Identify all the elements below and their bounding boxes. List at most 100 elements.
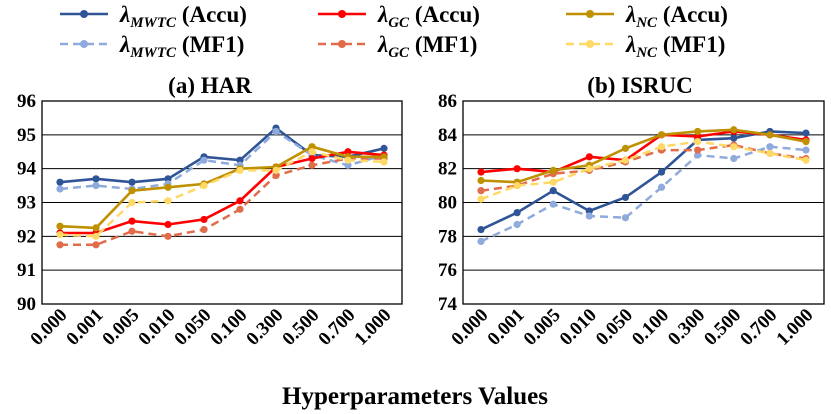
point-isruc-nc-mf1-0.300	[694, 138, 702, 146]
x-tick-isruc-0.500: 0.500	[700, 305, 745, 350]
point-har-mwtc-mf1-0.000	[56, 185, 64, 193]
point-isruc-nc-mf1-0.500	[730, 143, 738, 151]
point-har-mwtc-accu-1.000	[380, 144, 388, 152]
point-har-mwtc-accu-0.000	[56, 178, 64, 186]
legend: λMWTC (Accu) λGC (Accu) λNC (Accu) λMWTC (M…	[60, 2, 728, 61]
x-tick-har-0.300: 0.300	[242, 305, 287, 350]
point-isruc-mwtc-mf1-0.300	[694, 151, 702, 159]
point-har-nc-mf1-0.010	[164, 197, 172, 205]
x-tick-har-0.700: 0.700	[314, 305, 359, 350]
legend-label: λMWTC (Accu)	[119, 2, 247, 31]
point-har-nc-mf1-0.300	[272, 166, 280, 174]
point-isruc-nc-accu-0.500	[730, 126, 738, 134]
point-isruc-gc-mf1-0.000	[477, 187, 485, 195]
point-har-nc-accu-1.000	[380, 153, 388, 161]
legend-label: λNC (Accu)	[625, 2, 728, 31]
point-isruc-mwtc-mf1-0.100	[657, 183, 666, 191]
x-tick-har-0.010: 0.010	[134, 305, 179, 350]
y-tick-har-92: 92	[17, 226, 36, 247]
legend-item-gc-mf1: λGC (MF1)	[318, 32, 477, 61]
point-isruc-mwtc-mf1-1.000	[802, 146, 810, 154]
point-har-mwtc-mf1-0.001	[92, 181, 100, 190]
series-line-isruc-mwtc-accu	[480, 130, 807, 231]
panel-title-isruc: (b) ISRUC	[587, 73, 692, 98]
legend-item-nc-mf1: λNC (MF1)	[566, 32, 725, 61]
legend-item-mwtc-accu: λMWTC (Accu)	[60, 2, 247, 31]
series-isruc	[477, 126, 810, 246]
point-har-gc-accu-0.010	[164, 220, 172, 229]
point-isruc-nc-accu-0.050	[621, 144, 630, 152]
legend-swatch-marker	[586, 10, 594, 18]
point-isruc-nc-mf1-0.005	[549, 178, 557, 186]
point-isruc-nc-mf1-0.001	[513, 181, 521, 190]
legend-label: λMWTC (MF1)	[119, 32, 244, 61]
point-isruc-mwtc-accu-0.010	[585, 207, 593, 215]
point-har-nc-mf1-0.700	[344, 156, 352, 164]
point-isruc-nc-accu-0.000	[477, 176, 485, 185]
point-isruc-nc-accu-0.100	[657, 131, 666, 139]
point-isruc-mwtc-mf1-0.500	[730, 154, 738, 163]
point-isruc-mwtc-mf1-0.700	[766, 143, 774, 151]
point-isruc-nc-accu-0.300	[694, 127, 702, 136]
point-har-nc-mf1-0.000	[56, 231, 64, 239]
x-tick-har-0.001: 0.001	[62, 305, 107, 350]
point-isruc-mwtc-accu-0.000	[477, 225, 485, 234]
plot-frame-har	[41, 100, 403, 305]
point-har-gc-accu-0.005	[128, 217, 136, 225]
point-har-gc-accu-0.100	[236, 197, 244, 205]
axes-isruc	[462, 100, 825, 305]
point-isruc-gc-accu-0.010	[585, 153, 593, 161]
legend-swatch-marker	[80, 40, 88, 48]
point-isruc-mwtc-accu-0.100	[657, 168, 666, 176]
point-har-nc-accu-0.010	[164, 183, 172, 191]
x-tick-isruc-1.000: 1.000	[772, 305, 817, 350]
point-isruc-mwtc-mf1-0.005	[549, 200, 557, 208]
point-isruc-mwtc-accu-0.500	[730, 134, 738, 142]
point-isruc-nc-mf1-0.000	[477, 195, 485, 203]
panel-isruc: (b) ISRUC 74 76 78 80 82 84 86 0.0000.0010.005…	[438, 73, 825, 350]
y-tick-isruc-74: 74	[438, 294, 458, 315]
legend-swatch-marker	[586, 40, 594, 48]
point-isruc-nc-mf1-0.100	[657, 143, 666, 151]
point-har-mwtc-accu-0.100	[236, 156, 244, 164]
x-tick-isruc-0.300: 0.300	[664, 305, 709, 350]
point-isruc-mwtc-accu-0.050	[621, 193, 630, 202]
x-tick-isruc-0.001: 0.001	[484, 305, 529, 350]
series-line-isruc-nc-mf1	[480, 140, 807, 201]
y-tick-isruc-80: 80	[438, 193, 457, 214]
x-tick-isruc-0.050: 0.050	[592, 305, 637, 350]
point-isruc-mwtc-accu-0.005	[549, 187, 557, 195]
series-line-har-mwtc-mf1	[59, 129, 385, 191]
gridlines-har	[42, 134, 402, 271]
series-line-isruc-gc-accu	[480, 130, 807, 174]
legend-item-gc-accu: λGC (Accu)	[318, 2, 480, 31]
y-tick-isruc-82: 82	[438, 159, 457, 180]
point-har-nc-mf1-0.005	[128, 198, 136, 207]
point-har-mwtc-accu-0.005	[128, 178, 136, 186]
point-har-mwtc-accu-0.010	[164, 175, 172, 183]
panel-har: (a) HAR 90 91 92 93 94 95 96 0.0000.0010.0050.…	[17, 73, 403, 350]
legend-label: λGC (MF1)	[377, 32, 477, 61]
point-har-nc-accu-0.001	[92, 224, 100, 232]
point-har-gc-accu-0.700	[344, 148, 352, 156]
legend-item-mwtc-mf1: λMWTC (MF1)	[60, 32, 244, 61]
y-tick-har-94: 94	[17, 159, 37, 180]
point-isruc-nc-mf1-0.050	[621, 156, 630, 164]
point-har-nc-accu-0.500	[308, 143, 316, 151]
point-isruc-mwtc-mf1-0.010	[585, 212, 593, 220]
point-har-gc-mf1-0.005	[128, 227, 136, 235]
series-line-isruc-nc-accu	[480, 128, 807, 184]
plot-frame-isruc	[462, 100, 825, 305]
point-har-mwtc-accu-0.001	[92, 175, 100, 183]
point-har-gc-mf1-0.010	[164, 232, 172, 240]
y-tick-har-90: 90	[17, 294, 36, 315]
point-isruc-mwtc-mf1-0.050	[621, 214, 630, 222]
x-tick-har-0.500: 0.500	[278, 305, 323, 350]
x-tick-isruc-0.100: 0.100	[628, 305, 673, 350]
y-tick-har-96: 96	[17, 91, 36, 112]
point-har-nc-accu-0.000	[56, 222, 64, 230]
x-tick-isruc-0.005: 0.005	[520, 305, 565, 350]
point-isruc-gc-accu-0.001	[513, 165, 521, 173]
x-tick-isruc-0.700: 0.700	[736, 305, 781, 350]
